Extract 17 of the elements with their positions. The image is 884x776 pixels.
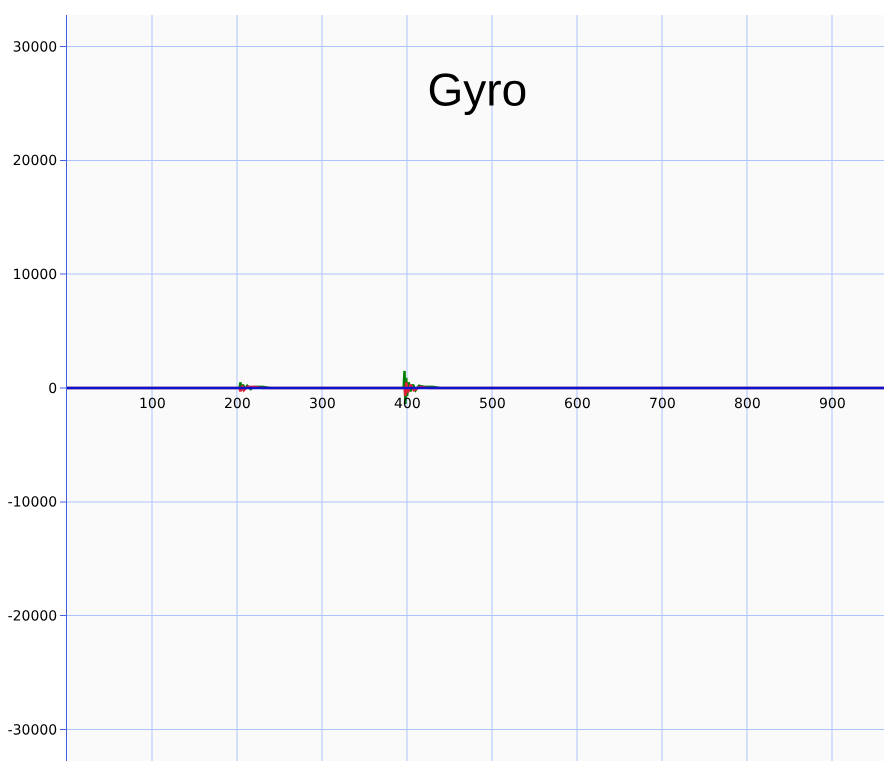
y-tick-label: -30000: [8, 722, 58, 738]
x-tick-label: 100: [139, 396, 166, 412]
x-tick-label: 400: [394, 396, 421, 412]
x-tick-label: 200: [224, 396, 251, 412]
y-tick-label: -20000: [8, 608, 58, 625]
y-tick-label: 0: [48, 380, 58, 397]
x-tick-label: 800: [734, 396, 761, 412]
y-tick-label: 20000: [12, 153, 58, 170]
y-tick-label: 10000: [12, 267, 58, 284]
x-tick-label: 500: [479, 396, 506, 412]
x-tick-label: 900: [819, 396, 846, 412]
x-tick-label: 600: [564, 396, 591, 412]
x-tick-label: 700: [649, 396, 676, 412]
y-tick-label: -10000: [8, 494, 58, 511]
text: Gyro: [428, 63, 528, 116]
x-tick-label: 300: [309, 396, 336, 412]
y-tick-label: 30000: [12, 39, 58, 56]
